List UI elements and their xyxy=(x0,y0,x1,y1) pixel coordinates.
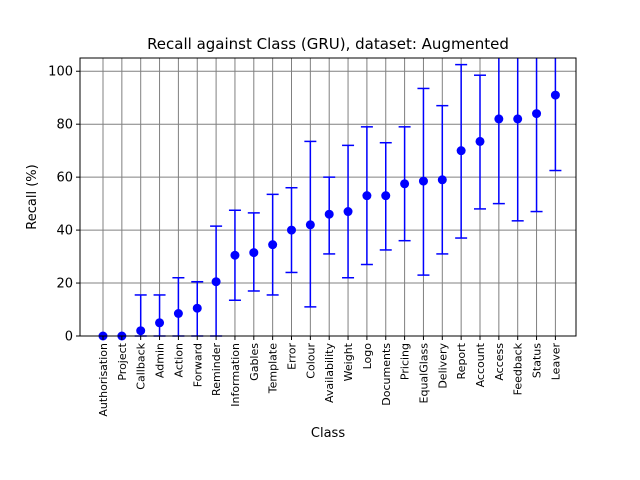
data-point xyxy=(230,250,240,260)
data-points xyxy=(98,90,560,341)
data-point xyxy=(475,136,485,146)
x-tick-label: Weight xyxy=(342,342,355,381)
x-tick-label: Pricing xyxy=(399,343,412,380)
x-tick-label: Project xyxy=(116,342,129,380)
y-axis-label: Recall (%) xyxy=(25,164,40,229)
data-point xyxy=(268,240,278,250)
x-tick-label: Status xyxy=(531,343,544,378)
x-tick-label: Delivery xyxy=(436,343,449,389)
x-tick-label: Access xyxy=(493,343,506,381)
x-tick-label: Information xyxy=(229,343,242,407)
y-tick-label: 100 xyxy=(48,65,73,80)
data-point xyxy=(249,248,259,258)
x-tick-label: Reminder xyxy=(210,343,223,396)
x-tick-label: EqualGlass xyxy=(417,343,430,404)
y-tick-label: 0 xyxy=(65,330,73,345)
data-point xyxy=(343,207,353,217)
y-tick-label: 80 xyxy=(56,118,73,133)
x-tick-label: Template xyxy=(267,343,280,394)
x-tick-label: Forward xyxy=(191,343,204,387)
data-point xyxy=(324,209,334,219)
x-tick-label: Report xyxy=(455,342,468,379)
data-point xyxy=(173,308,183,318)
chart-title: Recall against Class (GRU), dataset: Aug… xyxy=(147,35,509,53)
x-tick-label: Callback xyxy=(135,342,148,389)
data-point xyxy=(211,277,221,287)
data-point xyxy=(362,191,372,201)
x-tick-label: Leaver xyxy=(549,343,562,381)
y-tick-label: 40 xyxy=(56,224,73,239)
data-point xyxy=(550,90,560,100)
data-point xyxy=(532,109,542,119)
data-point xyxy=(155,318,165,328)
plot-frame xyxy=(79,57,577,337)
x-tick-label: Authorisation xyxy=(97,343,110,417)
y-tick-label: 20 xyxy=(56,277,73,292)
x-tick-label: Colour xyxy=(304,343,317,379)
x-tick-label: Gables xyxy=(248,343,261,381)
data-point xyxy=(418,176,428,186)
y-tick-label: 60 xyxy=(56,171,73,186)
x-tick-label: Error xyxy=(286,343,299,370)
x-axis-ticks: Authorisation Project Callback Admin Action F… xyxy=(97,336,562,417)
data-point xyxy=(494,114,504,124)
data-point xyxy=(136,326,146,336)
data-point xyxy=(192,303,202,313)
x-tick-label: Availability xyxy=(323,343,336,403)
data-point xyxy=(437,175,447,185)
x-tick-label: Action xyxy=(172,343,185,377)
data-point xyxy=(513,114,523,124)
x-axis-label: Class xyxy=(311,426,345,441)
data-point xyxy=(400,179,410,189)
x-tick-label: Logo xyxy=(361,343,374,370)
x-tick-label: Documents xyxy=(380,343,393,406)
data-point xyxy=(287,225,296,235)
data-point xyxy=(381,191,391,201)
y-axis-ticks: 0 20 40 60 80 100 xyxy=(48,65,80,345)
data-point xyxy=(305,220,315,230)
data-point xyxy=(456,146,466,156)
x-tick-label: Admin xyxy=(154,343,167,378)
x-tick-label: Account xyxy=(474,342,487,387)
x-tick-label: Feedback xyxy=(512,342,525,395)
